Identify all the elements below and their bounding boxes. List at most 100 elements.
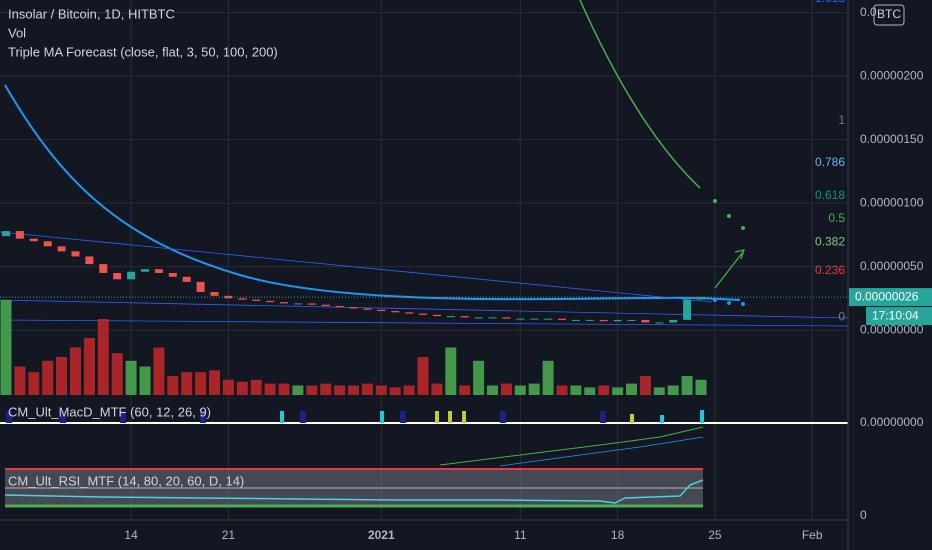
volume-bar (500, 383, 512, 395)
currency-button[interactable] (873, 4, 905, 26)
candle (238, 298, 247, 300)
candle (502, 317, 511, 319)
candle (391, 311, 400, 313)
volume-bar (626, 383, 637, 395)
volume-bar (264, 383, 276, 395)
rsi-line (4, 479, 704, 504)
candle (571, 319, 580, 321)
volume-bar (487, 385, 498, 395)
y-tick-label: 0.00000000 (860, 322, 924, 336)
x-tick-label: 18 (611, 528, 625, 542)
candle (655, 322, 664, 324)
volume-bar (570, 385, 582, 395)
volume-bar (667, 385, 679, 395)
candle (585, 319, 594, 321)
candle (99, 264, 108, 273)
volume-bar (0, 300, 12, 395)
candle (307, 303, 316, 305)
candle (321, 304, 330, 306)
timer: 17:10:04 (872, 308, 919, 322)
candle (15, 231, 24, 239)
candle (252, 299, 261, 301)
volume-bar (28, 372, 40, 395)
candle (29, 238, 38, 242)
fib-label: 1.618 (815, 0, 845, 5)
candle (182, 276, 191, 282)
macd-histogram-up (280, 410, 704, 423)
volume-bar (222, 379, 234, 395)
trend-line (0, 299, 849, 319)
macd-line (439, 426, 704, 466)
fib-label: 0.5 (828, 211, 845, 225)
volume-bar (111, 353, 123, 395)
y-tick-label: 0.0 (860, 5, 877, 19)
x-tick-label: 21 (222, 528, 236, 542)
volume-bar (320, 383, 332, 395)
volume-bar (195, 372, 207, 395)
candle (627, 319, 636, 321)
volume-bar (473, 360, 485, 395)
volume-bar (542, 360, 554, 395)
indicator-label: Triple MA Forecast (close, flat, 3, 50, … (8, 44, 278, 59)
fib-label: 0.618 (815, 188, 845, 202)
volume-bar (417, 357, 429, 395)
candle (697, 297, 705, 300)
volume-bar (236, 381, 248, 395)
last-price: 0.00000026 (855, 289, 919, 303)
volume-bar (431, 383, 443, 395)
y-tick-label: 0.00000100 (860, 195, 924, 209)
volume-bar (97, 319, 109, 395)
volume-bar (209, 370, 220, 395)
forecast-dots (713, 199, 745, 230)
moving-average (4, 84, 741, 301)
candle (363, 308, 372, 310)
volume-label: Vol (8, 25, 26, 40)
volume-bar (42, 360, 54, 395)
volume-bar (334, 385, 346, 395)
volume-bar (306, 385, 318, 395)
fib-label: 0.382 (815, 234, 845, 248)
fib-label: 0 (838, 310, 845, 324)
candle (683, 299, 692, 320)
volume-bar (389, 387, 401, 395)
ma-dots (713, 298, 745, 306)
y-tick-label: 0.00000150 (860, 132, 924, 146)
candle (377, 309, 386, 312)
macd-label: CM_Ult_MacD_MTF (60, 12, 26, 9) (8, 404, 211, 419)
candle (266, 300, 275, 303)
candle (613, 319, 622, 322)
candle (2, 231, 10, 237)
volume-bar (167, 376, 179, 395)
currency[interactable]: BTC (877, 7, 901, 21)
x-tick-label: 2021 (368, 528, 395, 542)
candle (419, 313, 427, 315)
rsi-label: CM_Ult_RSI_MTF (14, 80, 20, 60, D, 14) (8, 473, 244, 488)
volume-bar (681, 376, 693, 395)
candle (85, 256, 94, 265)
timer-box (866, 307, 932, 326)
volume-bar (584, 387, 596, 395)
macd-histogram (6, 411, 606, 423)
volume-bar (56, 357, 68, 395)
candle (210, 292, 219, 296)
symbol: Insolar / Bitcoin, 1D, HITBTC (8, 6, 175, 21)
candle (599, 319, 608, 322)
candle (154, 269, 163, 273)
volume-bar (598, 385, 610, 395)
spacer (852, 423, 932, 424)
grid (0, 0, 848, 520)
macd-histogram-mixed (435, 411, 634, 423)
y-tick-label: 0.00000200 (860, 68, 924, 82)
trend-line (0, 231, 713, 303)
fib-label: 1 (838, 113, 845, 127)
candle (127, 271, 136, 280)
marks (0, 231, 848, 395)
candle (516, 318, 525, 320)
candle (43, 241, 52, 247)
candle (168, 272, 177, 277)
candle (349, 307, 358, 309)
y-tick-label: 0.00000050 (860, 259, 924, 273)
candle (641, 319, 650, 323)
